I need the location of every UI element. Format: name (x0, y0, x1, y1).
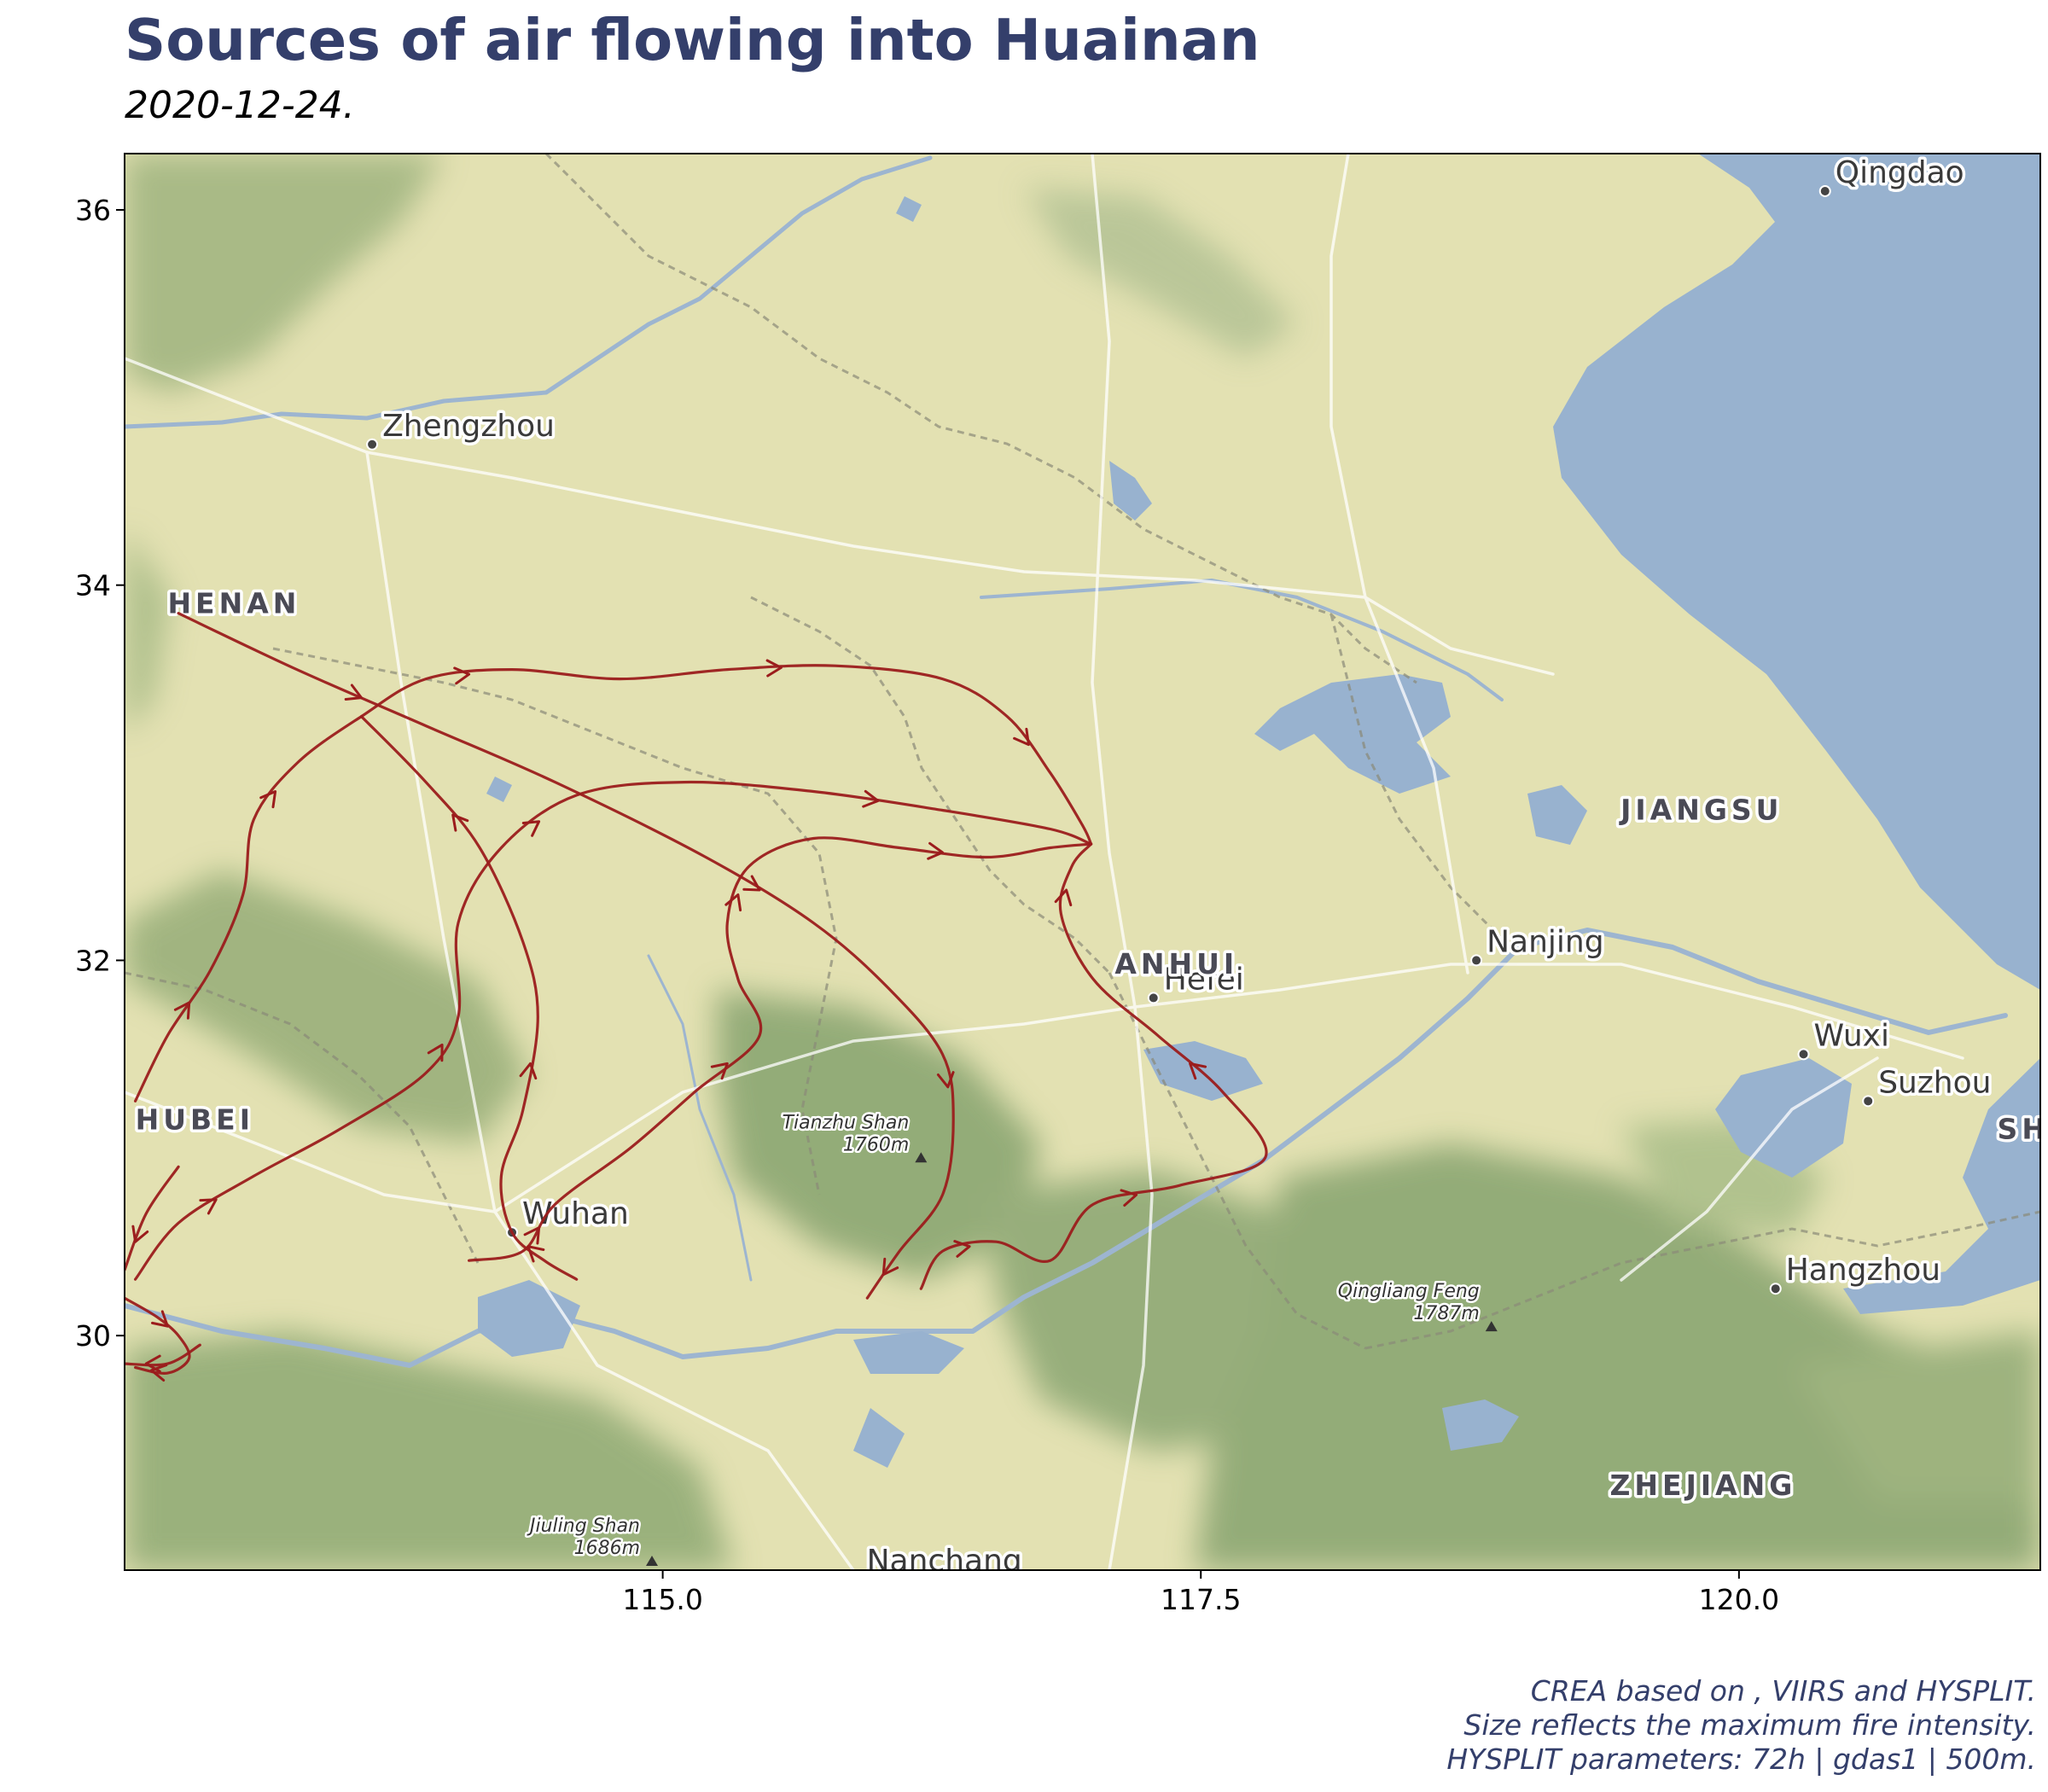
caption-line-1: CREA based on , VIIRS and HYSPLIT. (1530, 1674, 2036, 1708)
trajectory-line (134, 780, 1093, 1281)
city-marker-wuxi (1797, 1048, 1810, 1061)
trajectory-line (919, 842, 1268, 1290)
trajectory-arrow (765, 659, 783, 678)
city-label-zhengzhou: Zhengzhou (382, 409, 555, 444)
roads (125, 154, 1964, 1570)
trajectory-arrow (862, 789, 880, 808)
trajectory-arrow (1013, 727, 1030, 747)
trajectory-arrow (521, 820, 541, 837)
peak-name-qingliang-feng: Qingliang Feng (1338, 1281, 1480, 1302)
city-marker-nanchang (852, 1574, 862, 1585)
peak-elevation-jiuling-shan: 1686m (574, 1538, 640, 1559)
trajectory-arrow (927, 841, 944, 860)
trajectory-arrow (1189, 1062, 1207, 1080)
trajectory-arrow (151, 1310, 169, 1328)
chart-title: Sources of air flowing into Huainan (125, 7, 1260, 73)
province-label-henan: HENAN (167, 587, 300, 620)
trajectory-line (359, 715, 579, 1281)
city-marker-nanjing (1470, 954, 1483, 967)
city-marker-hefei (1147, 992, 1160, 1004)
trajectory-arrow (344, 684, 363, 701)
city-marker-hangzhou (1769, 1283, 1782, 1295)
terrain-shading (125, 154, 2040, 1570)
trajectory-arrow (427, 1043, 444, 1062)
chart-subtitle: 2020-12-24. (125, 84, 355, 127)
trajectory-arrow (953, 1240, 971, 1258)
caption-line-2: Size reflects the maximum fire intensity… (1463, 1708, 2036, 1742)
province-label-shang: SHANG (1998, 1112, 2048, 1145)
x-tick-label: 120.0 (1699, 1583, 1779, 1616)
trajectory-line (125, 1343, 201, 1367)
trajectory-arrow (451, 813, 469, 832)
trajectory-arrow (453, 666, 471, 685)
plot-frame (124, 153, 2041, 1571)
trajectory-arrow (131, 1225, 149, 1243)
y-tick-label: 32 (75, 944, 111, 977)
city-label-hefei: Hefei (1164, 962, 1244, 997)
peak-icon (646, 1556, 659, 1567)
trajectory-arrow (742, 875, 761, 892)
y-tick-label: 34 (75, 569, 111, 602)
trajectory-line (125, 1165, 180, 1271)
peak-name-tianzhu-shan: Tianzhu Shan (783, 1112, 910, 1133)
province-label-zhejiang: ZHEJIANG (1610, 1469, 1797, 1502)
city-label-qingdao: Qingdao (1836, 155, 1964, 190)
trajectories (125, 612, 1268, 1382)
trajectory-arrow (150, 1364, 168, 1382)
trajectory-line (468, 836, 1093, 1262)
trajectory-arrow (519, 1062, 538, 1080)
y-tick-label: 36 (75, 194, 111, 227)
peak-elevation-qingliang-feng: 1787m (1413, 1303, 1479, 1324)
trajectory-arrow (936, 1071, 955, 1089)
caption-line-3: HYSPLIT parameters: 72h | gdas1 | 500m. (1446, 1743, 2036, 1776)
trajectory-arrow (1120, 1189, 1138, 1207)
city-label-nanjing: Nanjing (1487, 924, 1603, 959)
city-labels: QingdaoZhengzhouNanjingHefeiWuxiSuzhouWu… (366, 154, 1994, 1585)
x-tick-label: 115.0 (622, 1583, 702, 1616)
trajectory-arrow (173, 1001, 191, 1020)
peak-elevation-tianzhu-shan: 1760m (843, 1134, 909, 1155)
trajectory-arrow (881, 1257, 899, 1277)
map-labels: QingdaoZhengzhouNanjingHefeiWuxiSuzhouWu… (132, 154, 2048, 1585)
peak-icon (1485, 1321, 1498, 1332)
hangzhou-bay (1843, 1058, 2040, 1314)
city-label-suzhou: Suzhou (1878, 1065, 1991, 1100)
y-tick-label: 30 (75, 1319, 111, 1353)
trajectory-arrow (199, 1198, 218, 1215)
trajectory-arrow (144, 1354, 161, 1373)
peak-name-jiuling-shan: Jiuling Shan (527, 1516, 640, 1537)
province-label-jiangsu: JIANGSU (1619, 794, 1783, 827)
trajectory-arrow (710, 1062, 729, 1080)
trajectory-arrow (523, 1226, 541, 1245)
trajectory-line (177, 612, 955, 1300)
city-label-nanchang: Nanchang (867, 1544, 1022, 1579)
basemap (125, 154, 2040, 1570)
trajectory-line (125, 1296, 191, 1376)
peak-icon (915, 1152, 928, 1163)
y-axis: 30 32 34 36 (75, 194, 125, 1353)
city-marker-zhengzhou (366, 438, 379, 451)
trajectory-arrow (1054, 888, 1073, 907)
city-marker-qingdao (1818, 184, 1831, 197)
city-marker-suzhou (1862, 1095, 1875, 1108)
trajectory-line (134, 664, 1093, 1103)
x-axis: 115.0 117.5 120.0 (622, 1570, 1779, 1616)
city-label-hangzhou: Hangzhou (1786, 1253, 1940, 1288)
x-tick-label: 117.5 (1161, 1583, 1241, 1616)
province-labels: HENAN JIANGSU ANHUI HUBEI SHANG ZHEJIANG (132, 584, 2048, 1504)
trajectory-arrow (724, 893, 742, 912)
trajectory-arrow (259, 790, 277, 809)
city-label-wuxi: Wuxi (1814, 1018, 1889, 1053)
province-label-anhui: ANHUI (1114, 947, 1238, 980)
province-label-hubei: HUBEI (136, 1103, 254, 1136)
sea-area (1553, 154, 2040, 990)
